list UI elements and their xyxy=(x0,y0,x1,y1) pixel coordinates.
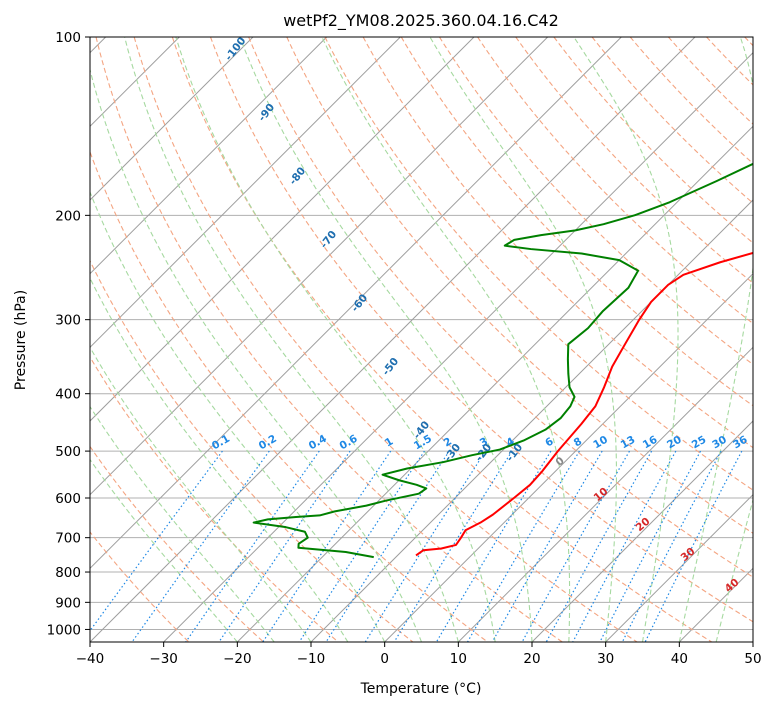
x-tick-label: −30 xyxy=(149,651,178,667)
dry-adiabat-line xyxy=(90,445,264,642)
x-tick-label: 10 xyxy=(450,651,467,667)
dry-adiabat-line xyxy=(209,37,753,623)
y-tick-label: 200 xyxy=(55,208,81,224)
y-tick-label: 800 xyxy=(55,565,81,581)
mixing-ratio-line xyxy=(466,450,580,642)
temperature-line xyxy=(415,251,753,557)
dry-adiabat-line xyxy=(362,37,753,449)
moist-adiabat-line xyxy=(90,276,349,642)
dry-adiabat-line xyxy=(171,37,713,642)
y-tick-label: 100 xyxy=(55,30,81,46)
dry-adiabat-line xyxy=(629,37,753,165)
y-tick-label: 900 xyxy=(55,595,81,611)
y-tick-label: 400 xyxy=(55,387,81,403)
mixing-ratio-line xyxy=(185,450,320,642)
moist-adiabat-line xyxy=(90,405,275,642)
moist-adiabat-line xyxy=(429,37,618,642)
mixing-ratio-line xyxy=(599,450,702,642)
mixing-ratio-line xyxy=(521,450,631,642)
mixing-ratio-line xyxy=(364,450,486,642)
y-tick-label: 1000 xyxy=(47,622,81,638)
x-axis-title: Temperature (°C) xyxy=(360,681,482,697)
moist-adiabat-line xyxy=(90,190,386,642)
y-tick-label: 600 xyxy=(55,491,81,507)
isotherm-line xyxy=(605,493,753,642)
moist-adiabat-line xyxy=(715,497,753,642)
moist-adiabat-line xyxy=(90,458,238,642)
y-tick-label: 500 xyxy=(55,444,81,460)
moist-adiabat-line xyxy=(124,37,459,642)
y-tick-label: 700 xyxy=(55,531,81,547)
mixing-ratio-line xyxy=(491,450,603,642)
dry-adiabat-line xyxy=(553,37,753,244)
isotherm-line xyxy=(531,420,753,642)
isotherm-line xyxy=(90,37,328,275)
plot-frame xyxy=(89,36,754,643)
x-tick-label: 20 xyxy=(523,651,540,667)
dry-adiabat-line xyxy=(324,37,753,491)
isotherm-line xyxy=(457,346,753,642)
x-tick-label: −20 xyxy=(223,651,252,667)
x-tick-label: 40 xyxy=(671,651,688,667)
moist-adiabat-line xyxy=(239,37,533,642)
isotherm-line xyxy=(236,125,753,642)
x-tick-label: −40 xyxy=(76,651,105,667)
dry-adiabat-line xyxy=(133,37,638,642)
moist-adiabat-line xyxy=(90,67,423,642)
x-tick-label: −10 xyxy=(297,651,326,667)
x-tick-label: 30 xyxy=(597,651,614,667)
moist-adiabat-line xyxy=(573,37,679,642)
dewpoint-line xyxy=(252,162,753,559)
x-tick-label: 50 xyxy=(744,651,761,667)
dry-adiabat-line xyxy=(248,37,753,578)
isotherm-line xyxy=(163,51,753,642)
isotherm-line xyxy=(384,272,753,642)
isotherm-line xyxy=(90,37,622,570)
x-tick-label: 0 xyxy=(380,651,389,667)
dry-adiabat-line xyxy=(95,37,563,642)
isotherm-line xyxy=(90,37,549,496)
moist-adiabat-line xyxy=(90,346,312,642)
isotherm-line xyxy=(90,37,475,422)
plot-area: 0.1 0.2 0.4 0.6 1 1.5 2 3 4 6 8 10 13 16 20 25 30 36-100-… xyxy=(90,37,753,642)
mixing-ratio-line xyxy=(572,450,677,642)
chart-title: wetPf2_YM08.2025.360.04.16.C42 xyxy=(283,11,559,31)
mixing-ratio-line xyxy=(621,450,722,642)
mixing-ratio-line xyxy=(131,450,270,642)
dry-adiabat-line xyxy=(286,37,753,534)
moist-adiabat-line xyxy=(321,37,571,642)
axes: −40 −30 −20 −10 0 10 20 30 40 50 100 200 300 400 500 60… xyxy=(47,30,762,667)
mixing-ratio-line xyxy=(218,450,351,642)
dry-adiabat-line xyxy=(515,37,753,284)
moist-adiabat-line xyxy=(678,37,753,642)
isotherm-line xyxy=(90,37,401,349)
y-tick-label: 300 xyxy=(55,313,81,329)
moist-adiabat-line xyxy=(175,37,496,642)
dry-adiabat-line xyxy=(438,37,753,366)
isotherm-line xyxy=(90,37,254,201)
mixing-ratio-line xyxy=(545,450,653,642)
dry-adiabat-line xyxy=(400,37,753,407)
y-axis-title: Pressure (hPa) xyxy=(13,290,29,390)
dry-adiabat-line xyxy=(90,259,414,642)
